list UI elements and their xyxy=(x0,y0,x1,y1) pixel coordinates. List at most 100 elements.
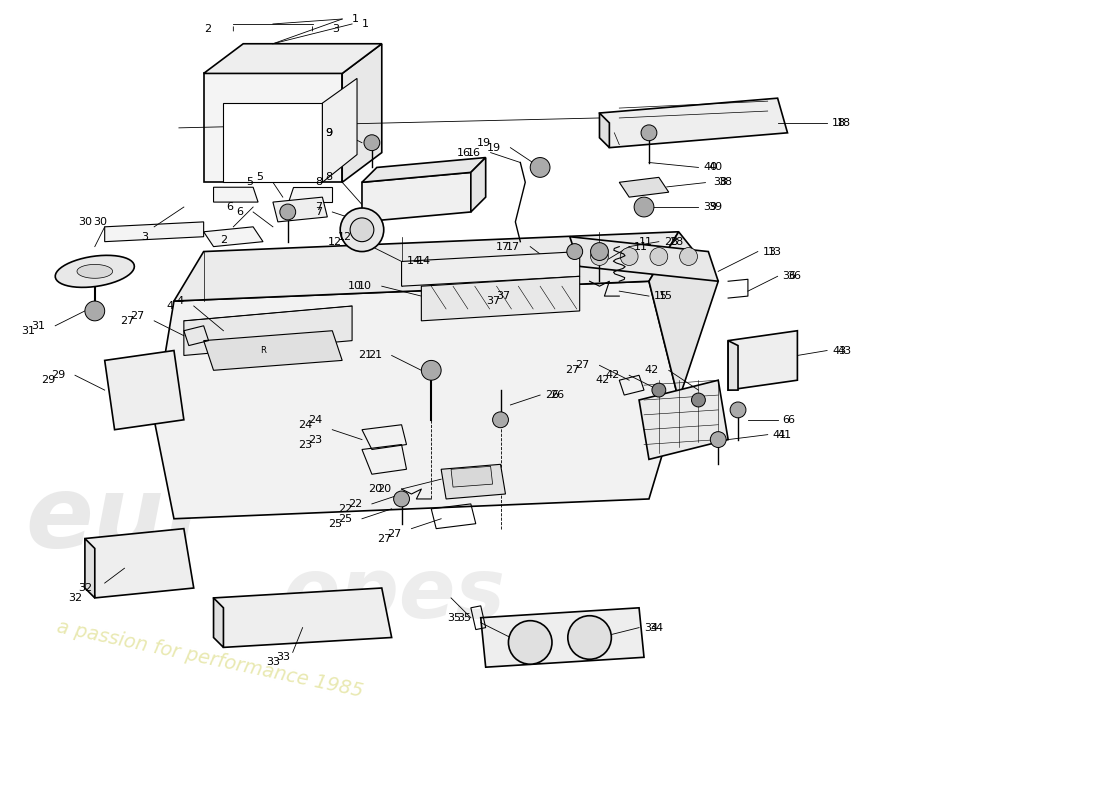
Polygon shape xyxy=(619,178,669,197)
Polygon shape xyxy=(288,187,332,202)
Text: 38: 38 xyxy=(718,178,733,187)
Text: 27: 27 xyxy=(565,366,580,375)
Text: 42: 42 xyxy=(595,375,609,386)
Text: 33: 33 xyxy=(276,652,289,662)
Text: 32: 32 xyxy=(78,583,92,593)
Text: 3: 3 xyxy=(141,232,147,242)
Text: 40: 40 xyxy=(708,162,723,173)
Text: 41: 41 xyxy=(778,430,792,440)
Polygon shape xyxy=(649,232,718,400)
Circle shape xyxy=(641,125,657,141)
Polygon shape xyxy=(342,44,382,182)
Text: 20: 20 xyxy=(377,484,392,494)
Circle shape xyxy=(652,383,666,397)
Polygon shape xyxy=(213,598,223,647)
Polygon shape xyxy=(85,529,194,598)
Text: 17: 17 xyxy=(496,242,510,252)
Polygon shape xyxy=(402,251,580,286)
Polygon shape xyxy=(204,44,382,74)
Polygon shape xyxy=(421,276,580,321)
Text: 3: 3 xyxy=(332,24,339,34)
Text: 31: 31 xyxy=(21,326,35,336)
Text: 40: 40 xyxy=(703,162,717,173)
Circle shape xyxy=(493,412,508,428)
Text: 11: 11 xyxy=(639,237,653,246)
Text: 42: 42 xyxy=(605,370,619,380)
Text: 25: 25 xyxy=(338,514,352,524)
Text: 32: 32 xyxy=(68,593,82,603)
Text: 7: 7 xyxy=(316,207,322,217)
Text: 13: 13 xyxy=(768,246,782,257)
Text: 39: 39 xyxy=(703,202,717,212)
Text: 24: 24 xyxy=(308,414,322,425)
Text: 26: 26 xyxy=(550,390,564,400)
Polygon shape xyxy=(223,103,322,182)
Text: 29: 29 xyxy=(51,370,65,380)
Text: 27: 27 xyxy=(130,311,144,321)
Text: 33: 33 xyxy=(266,658,279,667)
Text: 4: 4 xyxy=(167,301,174,311)
Circle shape xyxy=(650,248,668,266)
Text: 36: 36 xyxy=(782,271,796,282)
Polygon shape xyxy=(85,538,95,598)
Text: 24: 24 xyxy=(298,420,312,430)
Text: 27: 27 xyxy=(575,360,590,370)
Polygon shape xyxy=(55,255,134,287)
Polygon shape xyxy=(273,197,328,222)
Text: 36: 36 xyxy=(788,271,802,282)
Text: R: R xyxy=(260,346,266,355)
Text: 19: 19 xyxy=(476,138,491,148)
Polygon shape xyxy=(362,158,486,182)
Polygon shape xyxy=(600,98,788,148)
Text: 42: 42 xyxy=(645,366,659,375)
Polygon shape xyxy=(728,341,738,390)
Text: 29: 29 xyxy=(41,375,55,386)
Text: 30: 30 xyxy=(78,217,92,227)
Text: 23: 23 xyxy=(308,434,322,445)
Text: 6: 6 xyxy=(788,414,794,425)
Text: 14: 14 xyxy=(407,257,421,266)
Polygon shape xyxy=(154,282,679,518)
Text: 43: 43 xyxy=(837,346,851,355)
Text: 20: 20 xyxy=(367,484,382,494)
Polygon shape xyxy=(441,464,506,499)
Text: 1: 1 xyxy=(352,14,359,24)
Text: 2: 2 xyxy=(204,24,211,34)
Text: 7: 7 xyxy=(316,202,322,212)
Text: eur: eur xyxy=(25,473,215,570)
Polygon shape xyxy=(570,237,718,282)
Text: 6: 6 xyxy=(227,202,233,212)
Polygon shape xyxy=(481,266,554,286)
Polygon shape xyxy=(451,466,493,487)
Circle shape xyxy=(591,248,608,266)
Text: 17: 17 xyxy=(506,242,520,252)
Polygon shape xyxy=(104,222,204,242)
Text: 43: 43 xyxy=(832,346,846,355)
Text: 23: 23 xyxy=(298,439,312,450)
Text: 27: 27 xyxy=(387,529,402,538)
Circle shape xyxy=(566,244,583,259)
Text: 34: 34 xyxy=(649,622,663,633)
Text: 21: 21 xyxy=(358,350,372,361)
Text: 27: 27 xyxy=(377,534,392,543)
Polygon shape xyxy=(213,187,258,202)
Text: 28: 28 xyxy=(663,237,678,246)
Polygon shape xyxy=(204,74,342,182)
Polygon shape xyxy=(204,330,342,370)
Text: 8: 8 xyxy=(326,172,332,182)
Text: 10: 10 xyxy=(358,281,372,291)
Polygon shape xyxy=(174,232,679,301)
Text: 12: 12 xyxy=(328,237,342,246)
Text: 15: 15 xyxy=(659,291,673,301)
Polygon shape xyxy=(104,350,184,430)
Text: 15: 15 xyxy=(653,291,668,301)
Circle shape xyxy=(340,208,384,251)
Polygon shape xyxy=(213,588,392,647)
Text: 30: 30 xyxy=(92,217,107,227)
Text: 18: 18 xyxy=(837,118,851,128)
Text: 2: 2 xyxy=(220,234,227,245)
Circle shape xyxy=(591,242,608,261)
Text: 8: 8 xyxy=(316,178,322,187)
Text: 25: 25 xyxy=(328,518,342,529)
Circle shape xyxy=(568,616,612,659)
